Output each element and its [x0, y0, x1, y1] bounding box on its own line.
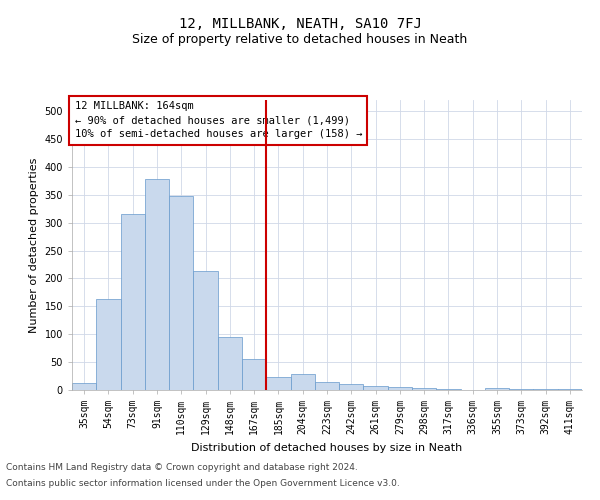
Bar [266, 377, 290, 390]
Bar [96, 299, 121, 390]
Text: 12, MILLBANK, NEATH, SA10 7FJ: 12, MILLBANK, NEATH, SA10 7FJ [179, 18, 421, 32]
Bar [315, 382, 339, 390]
X-axis label: Distribution of detached houses by size in Neath: Distribution of detached houses by size … [191, 442, 463, 452]
Bar [388, 387, 412, 390]
Bar [364, 386, 388, 390]
Bar [193, 271, 218, 390]
Bar [121, 214, 145, 390]
Bar [218, 337, 242, 390]
Bar [485, 388, 509, 390]
Bar [242, 360, 266, 390]
Bar [558, 389, 582, 390]
Text: Contains public sector information licensed under the Open Government Licence v3: Contains public sector information licen… [6, 478, 400, 488]
Bar [72, 383, 96, 390]
Bar [145, 179, 169, 390]
Text: 12 MILLBANK: 164sqm
← 90% of detached houses are smaller (1,499)
10% of semi-det: 12 MILLBANK: 164sqm ← 90% of detached ho… [74, 102, 362, 140]
Bar [169, 196, 193, 390]
Text: Size of property relative to detached houses in Neath: Size of property relative to detached ho… [133, 32, 467, 46]
Bar [412, 388, 436, 390]
Y-axis label: Number of detached properties: Number of detached properties [29, 158, 39, 332]
Bar [339, 384, 364, 390]
Text: Contains HM Land Registry data © Crown copyright and database right 2024.: Contains HM Land Registry data © Crown c… [6, 464, 358, 472]
Bar [290, 374, 315, 390]
